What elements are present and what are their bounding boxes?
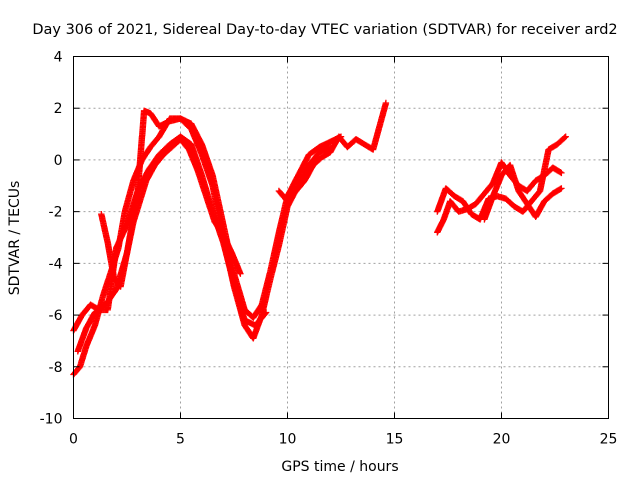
y-tick-label: 0 bbox=[54, 153, 63, 169]
data-point bbox=[557, 169, 564, 176]
data-point bbox=[262, 310, 269, 317]
data-point bbox=[237, 270, 244, 277]
data-point bbox=[382, 99, 390, 107]
x-tick-label: 15 bbox=[386, 432, 404, 448]
x-tick-label: 10 bbox=[279, 432, 297, 448]
x-tick-label: 25 bbox=[600, 432, 618, 448]
chart-title: Day 306 of 2021, Sidereal Day-to-day VTE… bbox=[32, 22, 617, 38]
x-axis-label: GPS time / hours bbox=[281, 459, 398, 475]
data-point bbox=[262, 309, 270, 316]
x-tick-label: 20 bbox=[493, 432, 511, 448]
series-track-8 bbox=[481, 161, 565, 223]
series-track-3 bbox=[70, 133, 270, 334]
data-points bbox=[70, 99, 569, 378]
grid bbox=[73, 56, 609, 419]
series-track-4 bbox=[98, 136, 244, 290]
data-point bbox=[558, 169, 565, 177]
axis-ticks: 0 5 10 15 20 25 -10 -8 -6 -4 -2 0 2 4 bbox=[40, 50, 618, 448]
y-tick-label: -2 bbox=[49, 205, 63, 221]
y-tick-label: 4 bbox=[54, 50, 63, 66]
series-track-5 bbox=[275, 99, 390, 205]
series-track-2 bbox=[74, 107, 345, 355]
y-tick-label: -8 bbox=[49, 360, 63, 376]
y-tick-label: -4 bbox=[49, 256, 63, 272]
x-tick-label: 5 bbox=[176, 432, 185, 448]
y-axis-label: SDTVAR / TECUs bbox=[7, 181, 23, 296]
data-point bbox=[558, 185, 565, 192]
y-tick-label: -6 bbox=[49, 308, 63, 324]
data-point bbox=[562, 133, 569, 140]
plot-frame bbox=[73, 56, 609, 419]
x-tick-label: 0 bbox=[69, 432, 78, 448]
y-tick-label: 2 bbox=[54, 101, 63, 117]
data-point bbox=[561, 134, 568, 141]
y-tick-label: -10 bbox=[40, 412, 63, 428]
